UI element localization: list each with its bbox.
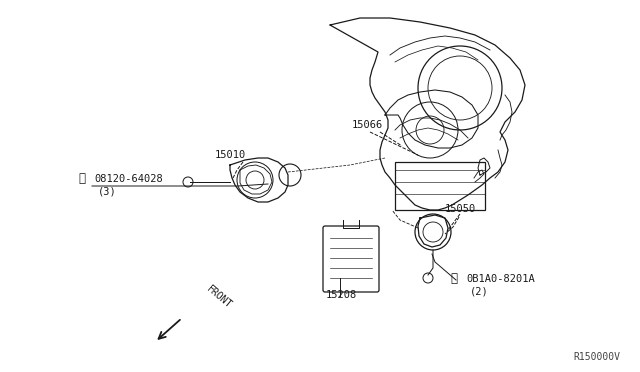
Text: 08120-64028: 08120-64028 — [94, 174, 163, 184]
Text: 15208: 15208 — [326, 290, 357, 300]
Text: Ⓑ: Ⓑ — [78, 172, 85, 185]
FancyBboxPatch shape — [395, 162, 485, 210]
Text: 15050: 15050 — [445, 204, 476, 214]
Text: (3): (3) — [98, 187, 116, 197]
FancyBboxPatch shape — [323, 226, 379, 292]
Text: FRONT: FRONT — [205, 283, 234, 310]
Text: Ⓑ: Ⓑ — [450, 272, 457, 285]
Text: 0B1A0-8201A: 0B1A0-8201A — [466, 274, 535, 284]
Text: (2): (2) — [470, 287, 489, 297]
Text: 15066: 15066 — [352, 120, 383, 130]
Text: R150000V: R150000V — [573, 352, 620, 362]
Text: 15010: 15010 — [215, 150, 246, 160]
